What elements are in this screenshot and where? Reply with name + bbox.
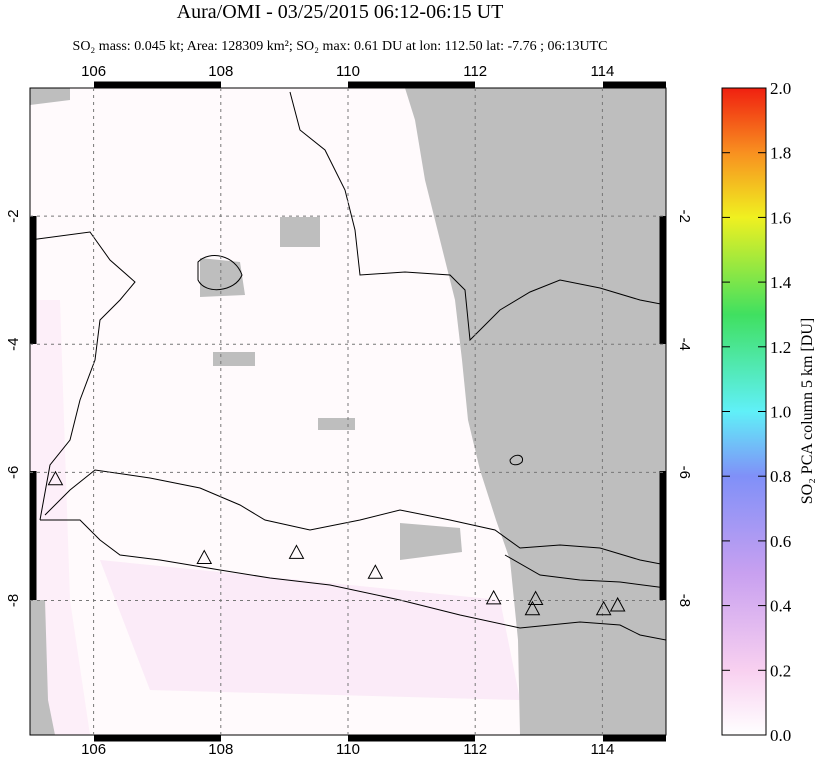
volcano-marker — [524, 600, 541, 616]
x-tick-label: 114 — [590, 741, 614, 758]
colorbar-tick-label: 0.2 — [770, 661, 791, 680]
coastline — [197, 255, 243, 291]
y-tick-label: -6 — [5, 466, 22, 479]
volcano-marker — [527, 590, 544, 606]
volcano-marker — [609, 596, 626, 612]
y-tick-label: -4 — [676, 338, 693, 351]
y-tick-label: -4 — [5, 338, 22, 351]
coastline — [40, 519, 666, 641]
x-tick-label: 110 — [336, 741, 360, 758]
y-tick-label: -6 — [676, 466, 693, 479]
colorbar-label: SO₂ PCA column 5 km [DU] — [799, 318, 816, 504]
colorbar-tick-label: 0.6 — [770, 532, 791, 551]
volcano-marker — [196, 549, 213, 565]
colorbar-tick-label: 0.8 — [770, 467, 791, 486]
x-tick-label: 106 — [81, 741, 106, 758]
coastlines — [30, 91, 666, 641]
y-tick-label: -2 — [5, 209, 22, 222]
coastline — [30, 231, 136, 521]
colorbar-tick-label: 1.6 — [770, 208, 791, 227]
colorbar-tick-label: 0.4 — [770, 597, 792, 616]
colorbar-tick-label: 1.2 — [770, 338, 791, 357]
colorbar-tick-label: 1.4 — [770, 273, 792, 292]
pink-haze — [100, 560, 520, 700]
colorbar-tick-label: 0.0 — [770, 726, 791, 745]
coastline — [44, 469, 666, 566]
x-tick-label: 108 — [208, 741, 233, 758]
x-tick-label: 114 — [590, 63, 614, 80]
volcano-marker — [47, 470, 64, 486]
colorbar-tick-label: 2.0 — [770, 79, 791, 98]
coastline — [289, 91, 666, 342]
volcano-marker — [485, 589, 502, 605]
y-tick-label: -8 — [676, 594, 693, 607]
colorbar-tick-label: 1.0 — [770, 403, 791, 422]
x-tick-label: 110 — [336, 63, 360, 80]
y-tick-label: -2 — [676, 209, 693, 222]
frame-bars — [29, 216, 667, 600]
volcano-marker — [288, 544, 305, 559]
y-tick-label: -8 — [5, 594, 22, 607]
x-tick-label: 112 — [463, 63, 487, 80]
volcano-marker — [367, 564, 384, 579]
subtitle: SO₂ mass: 0.045 kt; Area: 128309 km²; SO… — [73, 39, 608, 54]
colorbar-tick-label: 1.8 — [770, 144, 791, 163]
x-tick-label: 112 — [463, 741, 487, 758]
volcano-marker — [595, 600, 612, 616]
frame-bars — [94, 81, 666, 742]
x-tick-label: 108 — [208, 63, 233, 80]
x-tick-label: 106 — [81, 63, 106, 80]
coastline — [509, 454, 524, 466]
coastline — [504, 554, 666, 589]
title: Aura/OMI - 03/25/2015 06:12-06:15 UT — [177, 1, 504, 23]
no-data-region — [30, 88, 666, 735]
